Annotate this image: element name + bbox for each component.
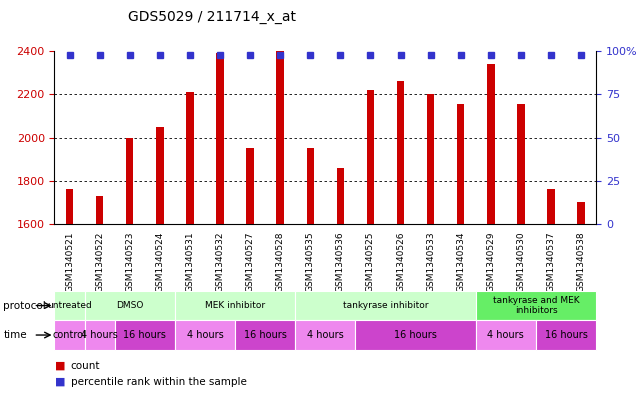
Bar [487, 64, 495, 224]
Text: ■: ■ [54, 361, 65, 371]
Bar [306, 148, 314, 224]
Bar [476, 291, 596, 320]
Text: control: control [53, 330, 87, 340]
Text: percentile rank within the sample: percentile rank within the sample [71, 377, 246, 387]
Bar [115, 320, 175, 350]
Bar [246, 148, 254, 224]
Bar [175, 291, 296, 320]
Bar [96, 196, 103, 224]
Bar [54, 291, 85, 320]
Bar [175, 320, 235, 350]
Bar [54, 320, 85, 350]
Bar [578, 202, 585, 224]
Text: 16 hours: 16 hours [394, 330, 437, 340]
Text: time: time [3, 330, 27, 340]
Bar [397, 81, 404, 224]
Text: ■: ■ [54, 377, 65, 387]
Bar [355, 320, 476, 350]
Bar [296, 291, 476, 320]
Bar [457, 104, 465, 224]
Text: 4 hours: 4 hours [307, 330, 344, 340]
Bar [367, 90, 374, 224]
Text: 4 hours: 4 hours [488, 330, 524, 340]
Bar [235, 320, 296, 350]
Bar [66, 189, 73, 224]
Bar [186, 92, 194, 224]
Text: 4 hours: 4 hours [81, 330, 118, 340]
Text: 16 hours: 16 hours [244, 330, 287, 340]
Text: tankyrase inhibitor: tankyrase inhibitor [343, 301, 428, 310]
Bar [337, 168, 344, 224]
Text: untreated: untreated [47, 301, 92, 310]
Bar [216, 53, 224, 224]
Bar [517, 104, 525, 224]
Text: 4 hours: 4 hours [187, 330, 223, 340]
Text: MEK inhibitor: MEK inhibitor [205, 301, 265, 310]
Bar [476, 320, 536, 350]
Bar [427, 94, 435, 224]
Text: GDS5029 / 211714_x_at: GDS5029 / 211714_x_at [128, 10, 296, 24]
Text: tankyrase and MEK
inhibitors: tankyrase and MEK inhibitors [493, 296, 579, 315]
Bar [547, 189, 554, 224]
Bar [85, 291, 175, 320]
Text: DMSO: DMSO [116, 301, 144, 310]
Bar [276, 51, 284, 224]
Text: protocol: protocol [3, 301, 46, 310]
Text: count: count [71, 361, 100, 371]
Bar [85, 320, 115, 350]
Bar [296, 320, 355, 350]
Bar [536, 320, 596, 350]
Text: 16 hours: 16 hours [545, 330, 587, 340]
Bar [156, 127, 163, 224]
Text: 16 hours: 16 hours [123, 330, 166, 340]
Bar [126, 138, 133, 224]
